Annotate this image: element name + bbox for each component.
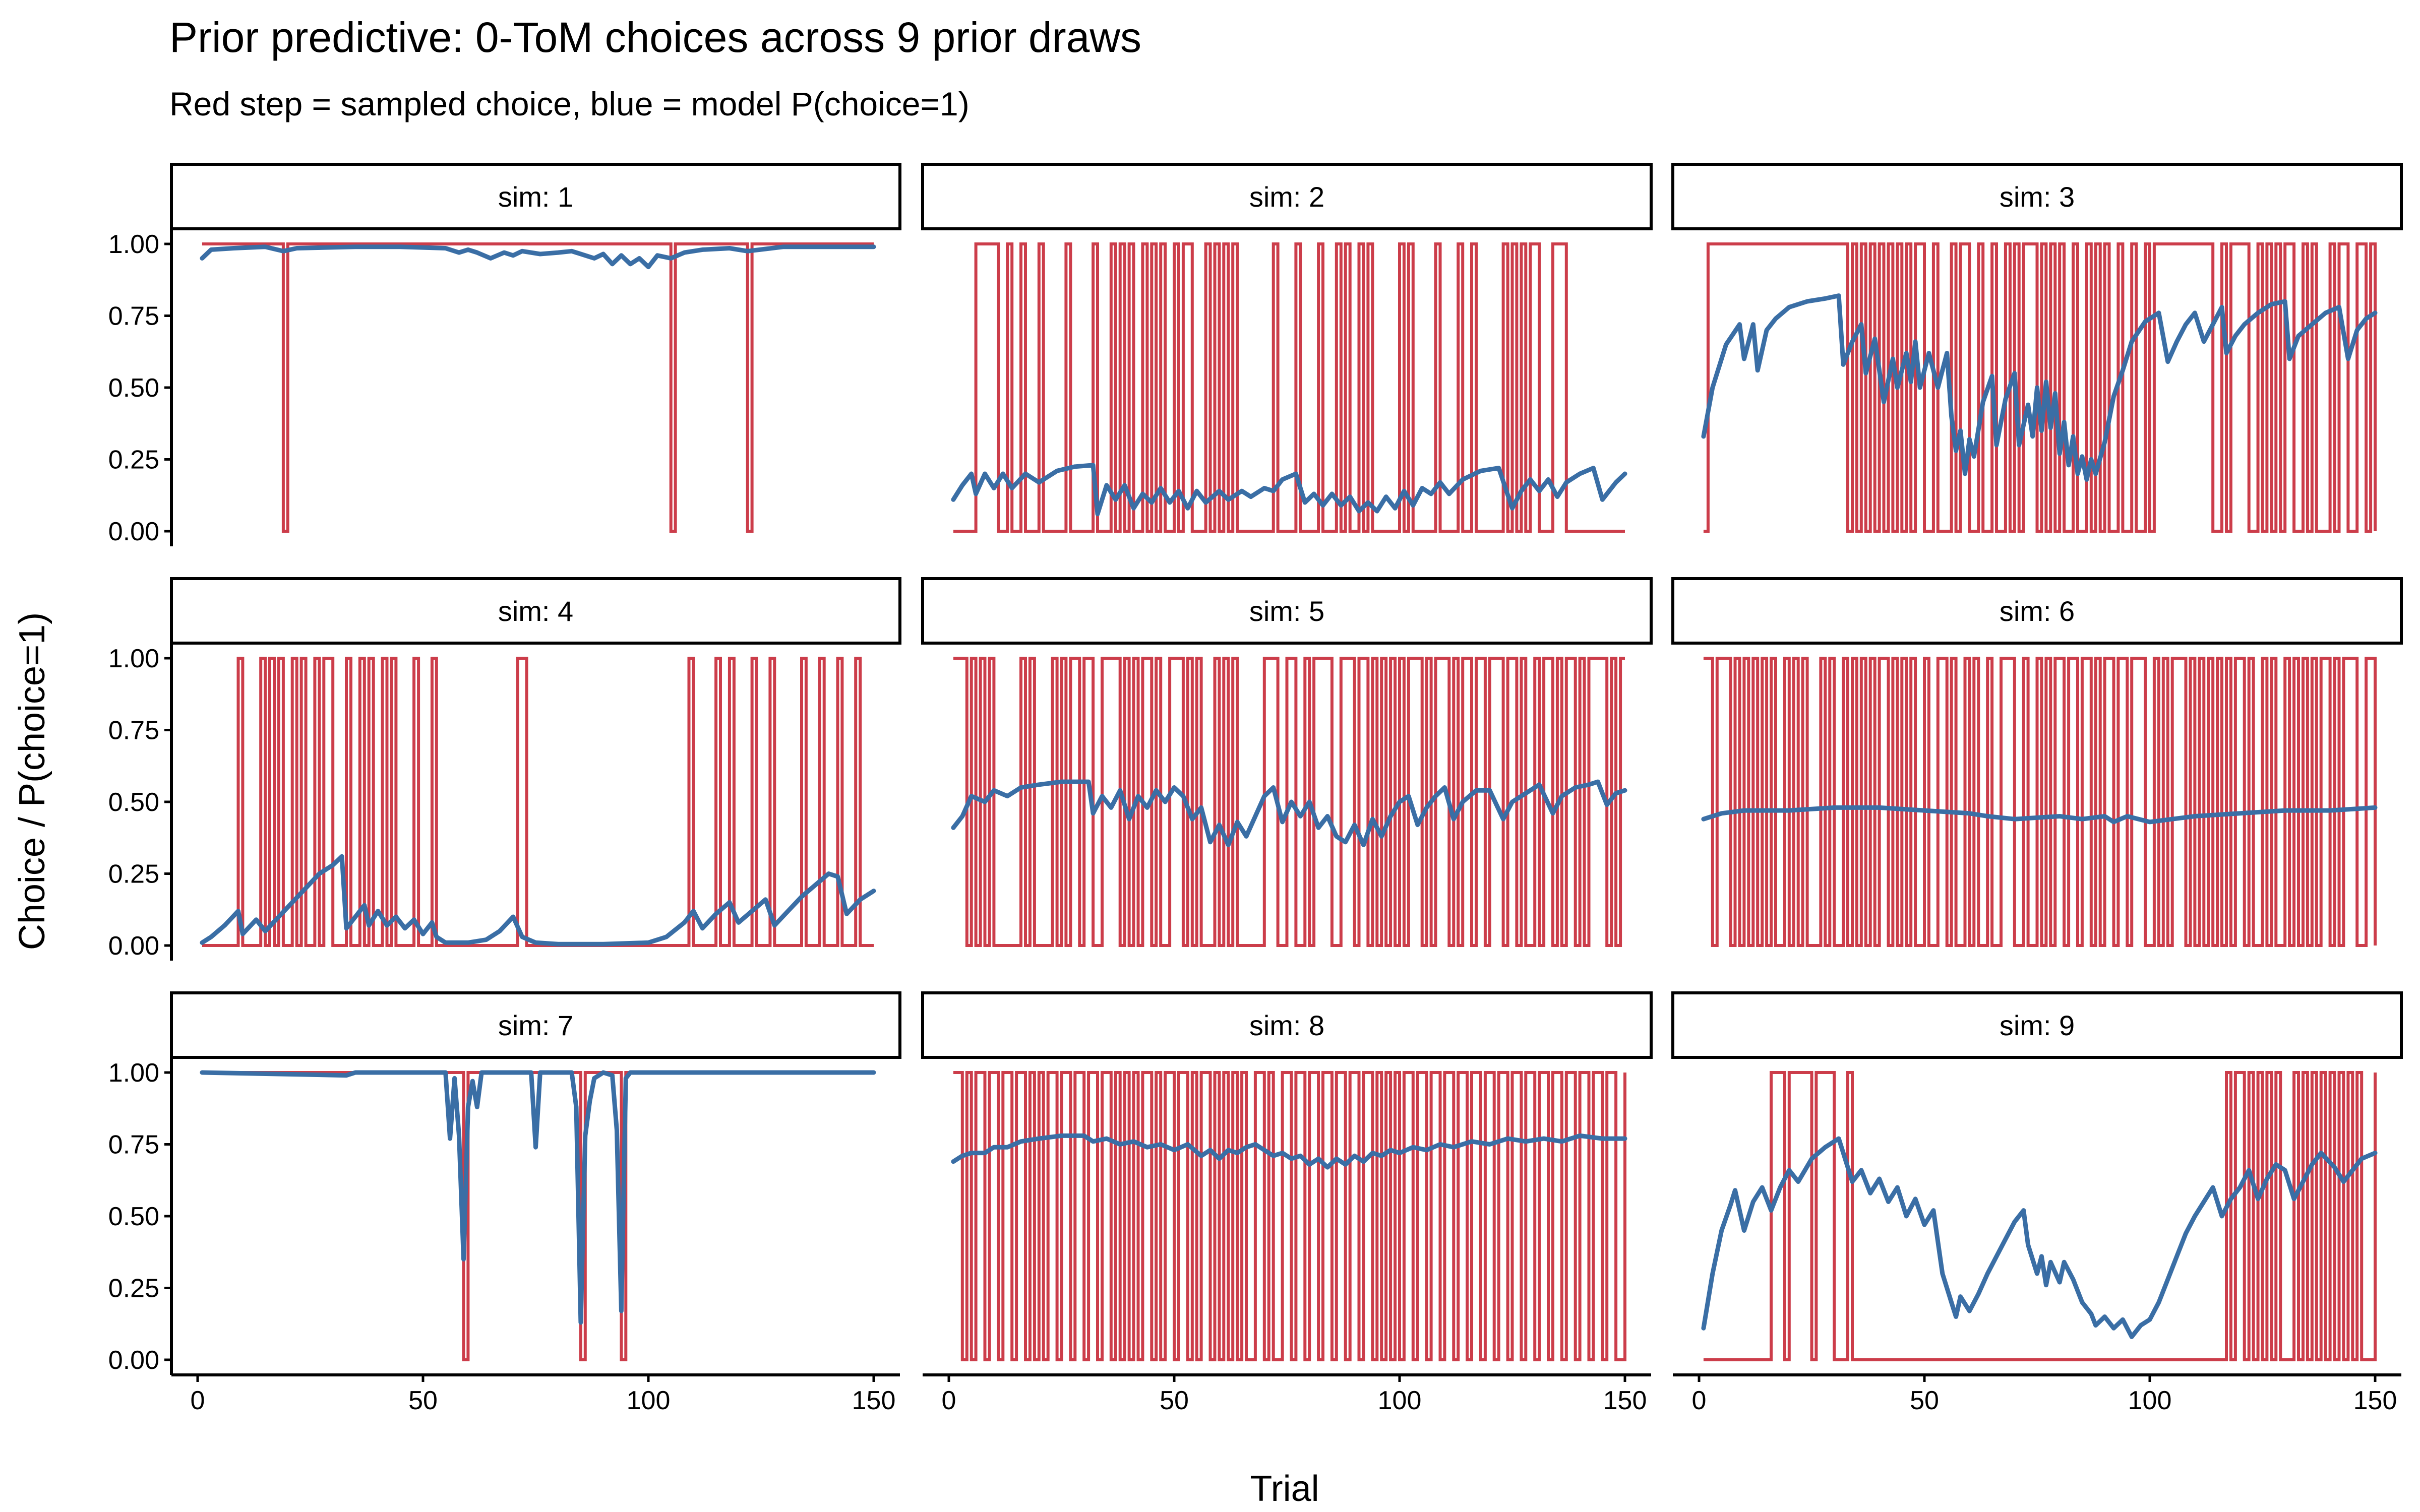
choice-step-series xyxy=(953,1071,1626,1361)
y-tick-label: 0.75 xyxy=(108,716,159,745)
facet-strip-label: sim: 7 xyxy=(498,1010,573,1041)
choice-step-series xyxy=(1703,657,2377,947)
facet-strip xyxy=(170,991,901,1059)
x-tick-label: 0 xyxy=(191,1386,205,1415)
choice-step-series xyxy=(1703,1071,2377,1361)
x-tick-label: 0 xyxy=(1692,1386,1707,1415)
x-tick-label: 50 xyxy=(408,1386,438,1415)
facet-strip xyxy=(921,991,1653,1059)
y-tick-label: 0.25 xyxy=(108,1274,159,1303)
y-tick-label: 1.00 xyxy=(108,1058,159,1088)
facet-panel: sim: 6 xyxy=(1671,577,2403,947)
y-tick-label: 0.00 xyxy=(108,517,159,546)
choice-step-series xyxy=(202,657,874,947)
probability-line xyxy=(200,854,876,947)
facet-strip xyxy=(1671,991,2403,1059)
facet-strip-label: sim: 4 xyxy=(498,595,573,627)
choice-step-series xyxy=(1703,242,2377,533)
facet-panel: sim: 7 0.00 0.25 0.50 0.75 1.00 0 50 100 150 xyxy=(108,991,901,1415)
y-axis-title: Choice / P(choice=1) xyxy=(12,612,52,950)
x-tick-label: 50 xyxy=(1910,1386,1939,1415)
facet-strip-label: sim: 6 xyxy=(2000,595,2075,627)
facet-strip xyxy=(1671,577,2403,645)
chart-title: Prior predictive: 0-ToM choices across 9… xyxy=(169,14,1141,61)
y-tick-label: 1.00 xyxy=(108,230,159,259)
x-tick-label: 100 xyxy=(1378,1386,1422,1415)
probability-line xyxy=(1701,293,2378,482)
y-tick-label: 0.50 xyxy=(108,788,159,817)
facet-panels: sim: 1 0.00 0.25 0.50 0.75 1.00 sim: 2 sim: 3 si… xyxy=(108,163,2403,1415)
y-tick-label: 0.25 xyxy=(108,860,159,889)
x-tick-label: 150 xyxy=(2353,1386,2397,1415)
facet-strip-label: sim: 9 xyxy=(2000,1010,2075,1041)
x-tick-label: 100 xyxy=(627,1386,671,1415)
facet-panel: sim: 5 xyxy=(921,577,1653,947)
probability-line xyxy=(951,463,1627,517)
x-tick-label: 150 xyxy=(1603,1386,1647,1415)
probability-line xyxy=(1701,1136,2378,1339)
probability-line xyxy=(200,1070,876,1325)
facet-panel: sim: 9 0 50 100 150 xyxy=(1671,991,2403,1415)
facet-strip-label: sim: 8 xyxy=(1249,1010,1324,1041)
y-tick-label: 0.25 xyxy=(108,446,159,475)
facet-panel: sim: 2 xyxy=(921,163,1653,533)
x-tick-label: 50 xyxy=(1160,1386,1189,1415)
facet-strip-label: sim: 1 xyxy=(498,181,573,213)
facet-panel: sim: 4 0.00 0.25 0.50 0.75 1.00 xyxy=(108,577,901,961)
y-tick-label: 0.50 xyxy=(108,373,159,403)
facet-panel: sim: 3 xyxy=(1671,163,2403,533)
facet-strip-label: sim: 5 xyxy=(1249,595,1324,627)
x-tick-label: 0 xyxy=(942,1386,956,1415)
facet-panel: sim: 1 0.00 0.25 0.50 0.75 1.00 xyxy=(108,163,901,546)
facet-strip xyxy=(1671,163,2403,230)
y-tick-label: 0.75 xyxy=(108,302,159,331)
y-tick-label: 0.00 xyxy=(108,1346,159,1375)
choice-step-series xyxy=(202,242,874,533)
x-tick-label: 150 xyxy=(852,1386,896,1415)
probability-line xyxy=(200,244,876,270)
y-tick-label: 0.75 xyxy=(108,1130,159,1160)
probability-line xyxy=(951,779,1627,847)
chart-subtitle: Red step = sampled choice, blue = model … xyxy=(169,85,970,122)
facet-strip xyxy=(921,163,1653,230)
x-tick-label: 100 xyxy=(2128,1386,2172,1415)
probability-line xyxy=(1701,805,2378,825)
facet-strip xyxy=(170,163,901,230)
y-tick-label: 1.00 xyxy=(108,644,159,673)
facet-strip xyxy=(170,577,901,645)
choice-step-series xyxy=(953,242,1625,533)
facet-strip-label: sim: 2 xyxy=(1249,181,1324,213)
x-axis-title: Trial xyxy=(1250,1469,1319,1509)
probability-line xyxy=(951,1133,1627,1170)
facet-strip xyxy=(921,577,1653,645)
facet-strip-label: sim: 3 xyxy=(2000,181,2075,213)
y-tick-label: 0.00 xyxy=(108,931,159,961)
facet-panel: sim: 8 0 50 100 150 xyxy=(921,991,1653,1415)
y-tick-label: 0.50 xyxy=(108,1202,159,1231)
choice-step-series xyxy=(953,657,1625,947)
